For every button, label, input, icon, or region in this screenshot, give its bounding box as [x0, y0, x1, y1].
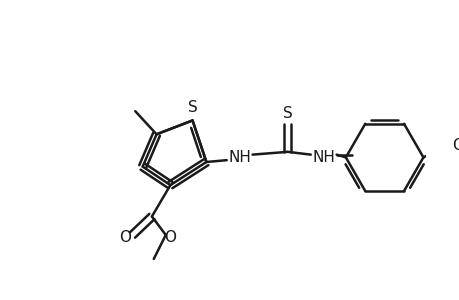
Text: O: O: [164, 230, 176, 245]
Text: NH: NH: [228, 150, 251, 165]
Text: O: O: [119, 230, 131, 245]
Text: O: O: [451, 138, 459, 153]
Text: S: S: [187, 100, 197, 115]
Text: NH: NH: [312, 150, 335, 165]
Text: S: S: [282, 106, 292, 121]
